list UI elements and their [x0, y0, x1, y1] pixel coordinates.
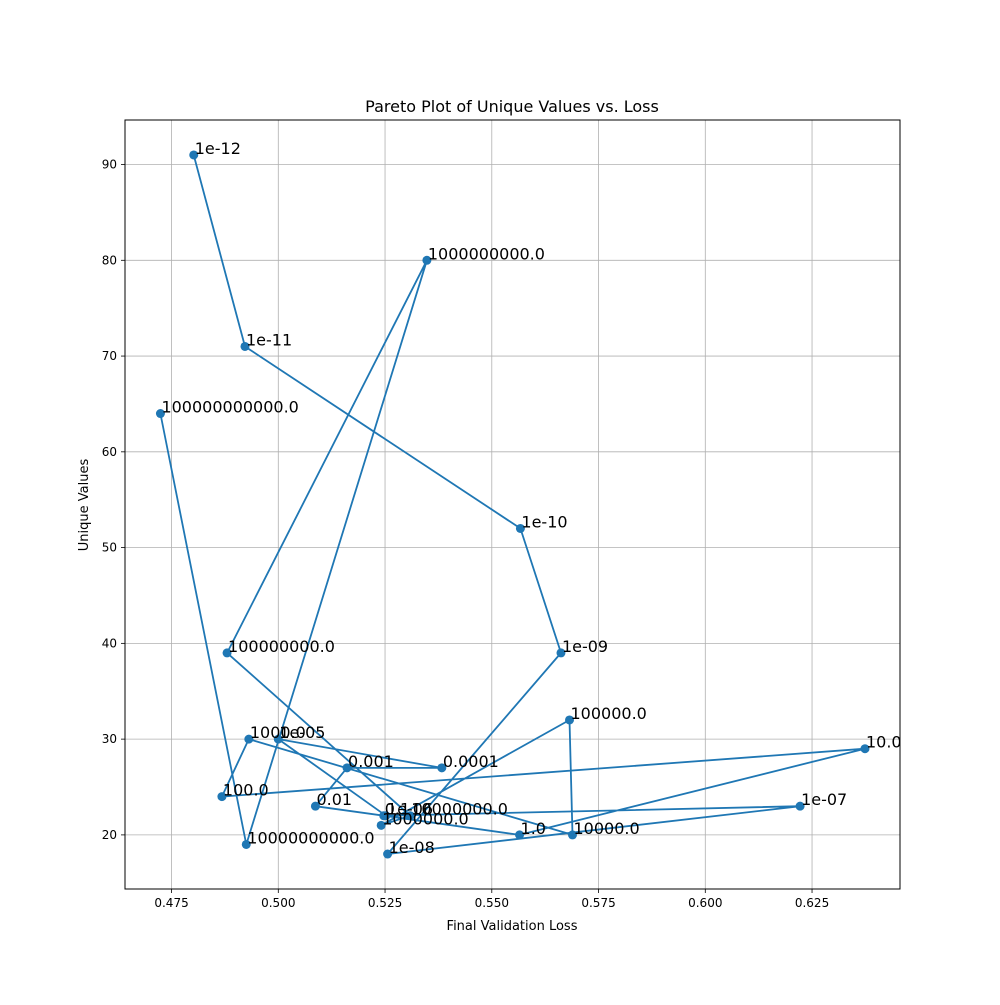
point-label: 0.1: [385, 800, 410, 819]
data-point: [565, 715, 575, 725]
data-point: [379, 811, 389, 821]
point-label: 1e-11: [246, 330, 292, 349]
data-point: [515, 830, 525, 840]
point-label: 10000.0: [573, 819, 639, 838]
data-point: [217, 792, 227, 802]
x-axis-ticks: 0.475 0.500 0.525 0.550 0.575 0.600 0.625: [154, 889, 829, 910]
data-point: [437, 763, 447, 773]
y-tick-label: 50: [102, 541, 117, 555]
point-label: 1000000.0: [382, 809, 469, 828]
x-tick-label: 0.475: [154, 896, 188, 910]
y-gridlines: [125, 164, 900, 836]
data-point: [376, 820, 386, 830]
point-label: 1000.0: [250, 723, 306, 742]
y-axis-ticks: 20 30 40 50 60 70 80 90: [102, 158, 125, 842]
x-tick-label: 0.600: [688, 896, 722, 910]
data-point: [860, 744, 870, 754]
x-tick-label: 0.500: [261, 896, 295, 910]
point-label: 1e-07: [801, 790, 847, 809]
point-label: 1e-08: [389, 838, 435, 857]
data-point: [155, 409, 165, 419]
data-point: [342, 763, 352, 773]
point-label: 10000000000.0: [247, 828, 374, 847]
x-tick-label: 0.625: [795, 896, 829, 910]
data-point: [795, 801, 805, 811]
data-point: [515, 523, 525, 533]
point-label: 1e-09: [562, 637, 608, 656]
point-label: 100000000.0: [228, 637, 335, 656]
point-label: 0.0001: [443, 752, 499, 771]
data-point: [244, 734, 254, 744]
x-tick-label: 0.525: [368, 896, 402, 910]
y-tick-label: 90: [102, 158, 117, 172]
plot-area: [125, 120, 900, 889]
point-label: 10000000.0: [411, 800, 508, 819]
y-tick-label: 80: [102, 253, 117, 267]
data-series: [155, 150, 870, 859]
data-point: [422, 255, 432, 265]
point-labels: 1e-12 1e-11 1e-10 1e-09 1e-08 1e-07 1e-06 1e-05…: [161, 139, 901, 857]
x-tick-label: 0.550: [475, 896, 509, 910]
point-label: 1000000000.0: [428, 244, 545, 263]
y-tick-label: 20: [102, 828, 117, 842]
point-label: 1e-05: [279, 723, 325, 742]
plot-frame: [124, 119, 901, 890]
y-tick-label: 40: [102, 636, 117, 650]
data-point: [273, 734, 283, 744]
y-tick-label: 60: [102, 445, 117, 459]
point-label: 100000000000.0: [161, 398, 298, 417]
x-axis-label: Final Validation Loss: [447, 919, 578, 934]
data-point: [383, 849, 393, 859]
point-label: 10.0: [866, 733, 902, 752]
data-point: [556, 648, 566, 658]
point-label: 1e-10: [521, 512, 567, 531]
data-point: [310, 801, 320, 811]
y-tick-label: 30: [102, 732, 117, 746]
point-label: 100.0: [223, 781, 269, 800]
point-label: 0.001: [348, 752, 394, 771]
series-line: [159, 154, 866, 855]
x-tick-label: 0.575: [581, 896, 615, 910]
data-point: [241, 839, 251, 849]
point-label: 1e-06: [387, 800, 433, 819]
y-axis-label: Unique Values: [77, 459, 92, 552]
point-label: 1.0: [521, 819, 546, 838]
chart-title: Pareto Plot of Unique Values vs. Loss: [365, 97, 659, 116]
point-label: 100000.0: [571, 704, 647, 723]
data-point: [240, 341, 250, 351]
data-point: [405, 811, 415, 821]
point-label: 0.01: [316, 790, 352, 809]
y-tick-label: 70: [102, 349, 117, 363]
point-label: 1e-12: [195, 139, 241, 158]
data-point: [189, 150, 199, 160]
data-point: [222, 648, 232, 658]
data-point: [567, 830, 577, 840]
